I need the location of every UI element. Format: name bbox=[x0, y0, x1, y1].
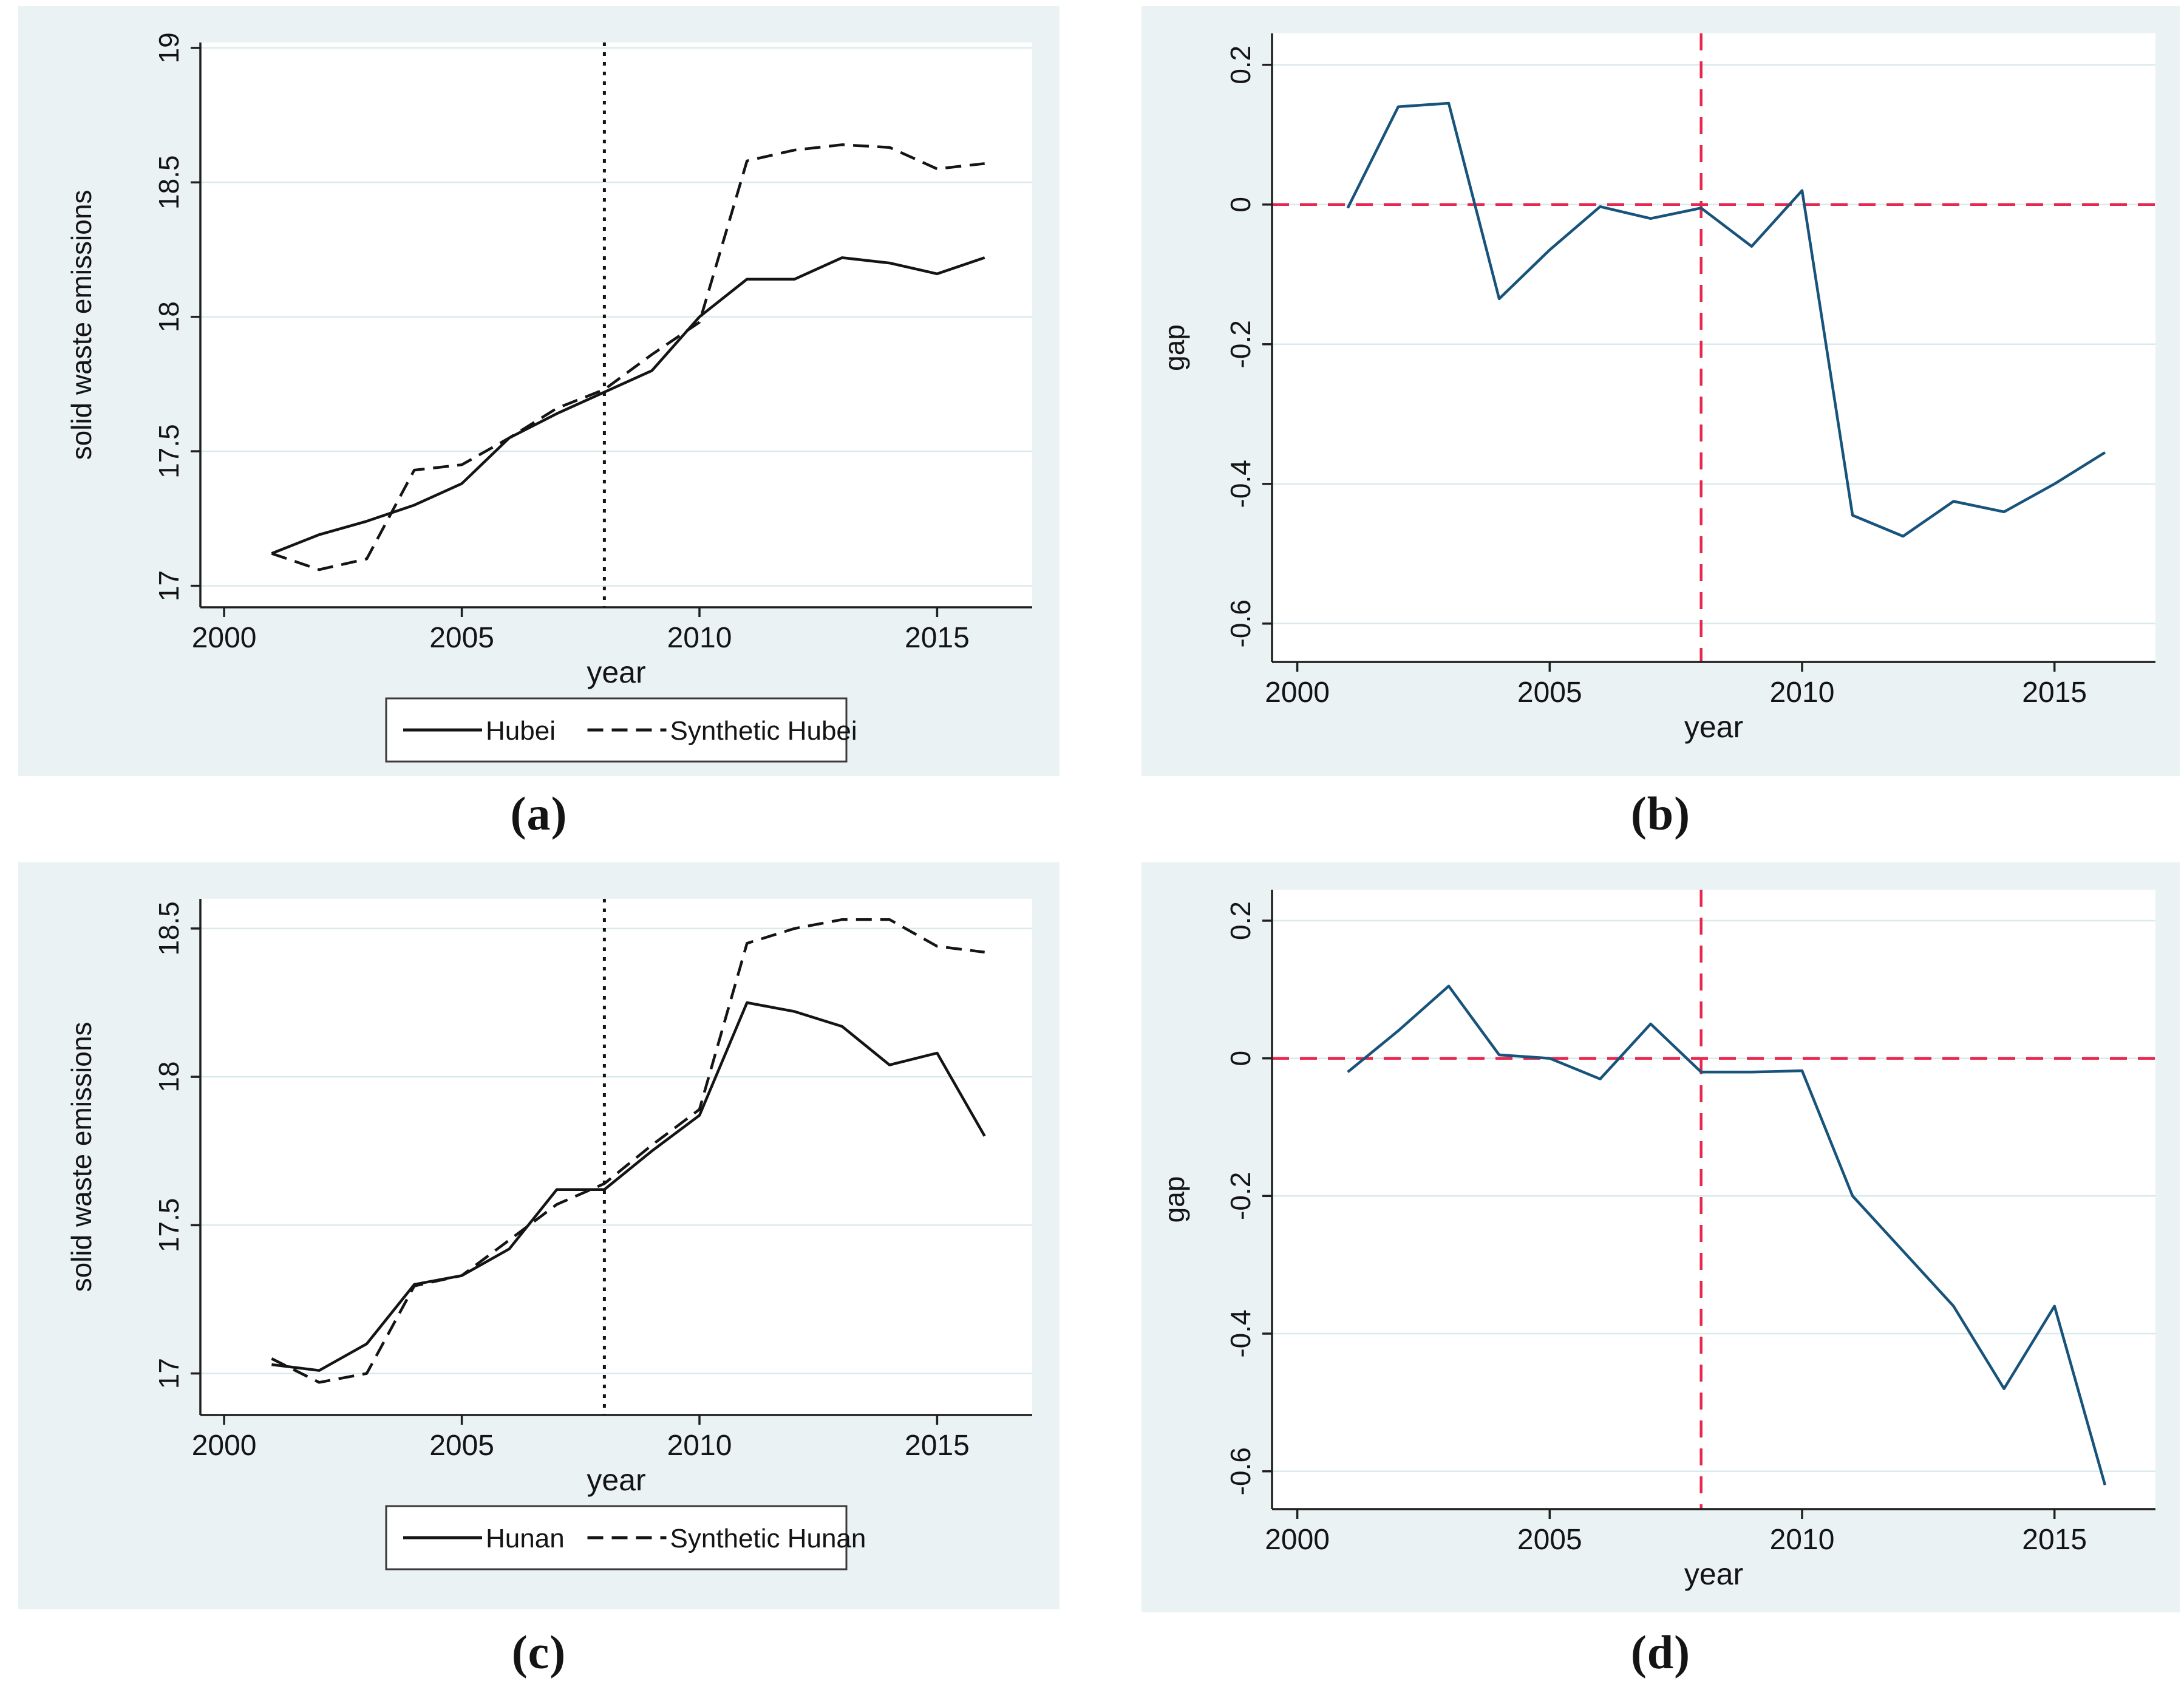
y-tick-label: 0 bbox=[1225, 1051, 1256, 1066]
y-tick-label: 17 bbox=[153, 570, 185, 601]
gap-hubei-line bbox=[1346, 101, 2106, 538]
y-tick-label: 18 bbox=[153, 301, 185, 332]
y-tick-label: 18 bbox=[153, 1062, 185, 1093]
legend-label: Synthetic Hubei bbox=[670, 716, 857, 746]
x-tick-label: 2000 bbox=[192, 1430, 257, 1462]
y-tick-label: -0.4 bbox=[1225, 1309, 1256, 1357]
y-axis-title: solid waste emissions bbox=[66, 190, 97, 460]
y-tick-label: -0.4 bbox=[1225, 460, 1256, 508]
x-tick-label: 2010 bbox=[667, 1430, 732, 1462]
panel-a-hubei-paths: 17 17.5 18 18.5 19 2000 2005 2010 2015 year solid … bbox=[18, 6, 1060, 776]
panel-b-hubei-gap: 0.2 0 -0.2 -0.4 -0.6 2000 2005 2010 2015 year gap bbox=[1141, 6, 2180, 776]
legend-label: Hubei bbox=[486, 716, 556, 746]
caption-c: (c) bbox=[511, 1626, 566, 1679]
y-axis-title: gap bbox=[1158, 1176, 1190, 1223]
x-tick-label: 2010 bbox=[667, 622, 732, 654]
chart-b-svg: 0.2 0 -0.2 -0.4 -0.6 2000 2005 2010 2015 year gap bbox=[1158, 33, 2155, 744]
gap-hunan-line bbox=[1347, 984, 2107, 1485]
y-axis-title: solid waste emissions bbox=[66, 1022, 97, 1292]
x-tick-label: 2015 bbox=[2022, 677, 2087, 709]
x-axis-title: year bbox=[587, 655, 645, 689]
caption-a: (a) bbox=[510, 787, 568, 840]
synthetic-hunan-line bbox=[271, 918, 985, 1384]
y-tick-label: -0.6 bbox=[1225, 1447, 1256, 1495]
y-tick-label: -0.2 bbox=[1225, 1172, 1256, 1220]
y-tick-label: -0.6 bbox=[1225, 599, 1256, 647]
y-tick-label: 18.5 bbox=[153, 155, 185, 210]
chart-c-svg: 17 17.5 18 18.5 2000 2005 2010 2015 year solid wa… bbox=[66, 899, 1032, 1570]
y-tick-label: 18.5 bbox=[153, 901, 185, 956]
x-tick-label: 2015 bbox=[905, 1430, 970, 1462]
x-tick-label: 2000 bbox=[1265, 1524, 1330, 1556]
x-tick-label: 2015 bbox=[905, 622, 970, 654]
caption-d: (d) bbox=[1630, 1626, 1691, 1679]
x-tick-label: 2010 bbox=[1770, 1524, 1835, 1556]
chart-a-svg: 17 17.5 18 18.5 19 2000 2005 2010 2015 year solid … bbox=[66, 32, 1032, 763]
a-plot-area bbox=[200, 43, 1032, 607]
y-tick-label: 19 bbox=[153, 32, 185, 63]
x-tick-label: 2010 bbox=[1770, 677, 1835, 709]
synthetic-hubei-line bbox=[271, 143, 985, 571]
y-tick-label: 0 bbox=[1225, 197, 1256, 213]
x-tick-label: 2005 bbox=[429, 1430, 494, 1462]
hunan-line bbox=[271, 1001, 986, 1372]
x-axis-title: year bbox=[1684, 710, 1743, 744]
y-tick-label: 17 bbox=[153, 1358, 185, 1389]
x-axis-title: year bbox=[587, 1463, 645, 1497]
legend-label: Hunan bbox=[486, 1524, 565, 1553]
c-plot-area bbox=[200, 899, 1032, 1415]
x-tick-label: 2015 bbox=[2022, 1524, 2087, 1556]
b-plot-area bbox=[1272, 33, 2155, 662]
chart-d-svg: 0.2 0 -0.2 -0.4 -0.6 2000 2005 2010 2015 year gap bbox=[1158, 890, 2155, 1591]
y-tick-label: 0.2 bbox=[1225, 46, 1256, 84]
panel-c-hunan-paths: 17 17.5 18 18.5 2000 2005 2010 2015 year solid wa… bbox=[18, 862, 1060, 1609]
panel-d-hunan-gap: 0.2 0 -0.2 -0.4 -0.6 2000 2005 2010 2015 year gap bbox=[1141, 862, 2180, 1612]
y-tick-label: -0.2 bbox=[1225, 320, 1256, 368]
legend-label: Synthetic Hunan bbox=[670, 1524, 866, 1553]
y-tick-label: 17.5 bbox=[153, 1198, 185, 1253]
x-tick-label: 2005 bbox=[1517, 677, 1582, 709]
caption-b: (b) bbox=[1630, 787, 1691, 840]
x-tick-label: 2000 bbox=[192, 622, 257, 654]
x-axis-title: year bbox=[1684, 1557, 1743, 1591]
y-tick-label: 17.5 bbox=[153, 424, 185, 479]
y-axis-title: gap bbox=[1158, 324, 1190, 371]
y-tick-label: 0.2 bbox=[1225, 901, 1256, 940]
d-plot-area bbox=[1272, 890, 2155, 1509]
x-tick-label: 2005 bbox=[1517, 1524, 1582, 1556]
x-tick-label: 2005 bbox=[429, 622, 494, 654]
x-tick-label: 2000 bbox=[1265, 677, 1330, 709]
